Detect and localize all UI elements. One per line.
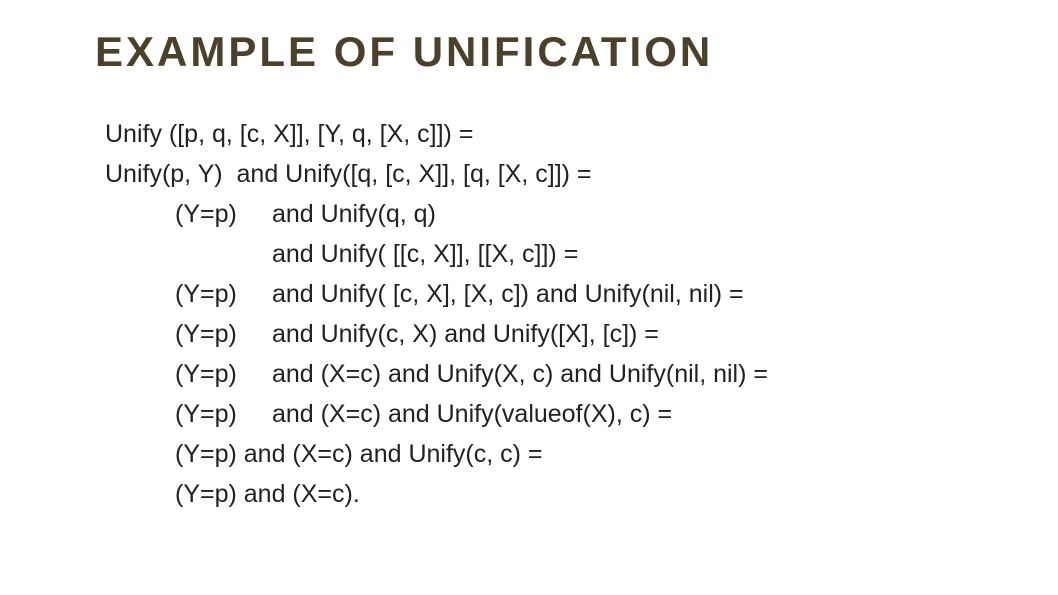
binding-label: (Y=p) bbox=[175, 274, 265, 314]
derivation-line: (Y=p) and Unify( [c, X], [X, c]) and Uni… bbox=[95, 274, 978, 314]
page-title: EXAMPLE OF UNIFICATION bbox=[95, 30, 978, 74]
derivation-text: and Unify( [c, X], [X, c]) and Unify(nil… bbox=[265, 274, 744, 314]
derivation-text: and Unify(c, X) and Unify([X], [c]) = bbox=[265, 314, 659, 354]
derivation-text: Unify(p, Y) and Unify([q, [c, X]], [q, [… bbox=[105, 154, 592, 194]
derivation-line: (Y=p) and (X=c) and Unify(X, c) and Unif… bbox=[95, 354, 978, 394]
derivation-text: and (X=c) and Unify(valueof(X), c) = bbox=[265, 394, 672, 434]
derivation-text: and Unify( [[c, X]], [[X, c]]) = bbox=[265, 234, 578, 274]
derivation-line: (Y=p) and (X=c). bbox=[95, 474, 978, 514]
derivation-line: (Y=p) and (X=c) and Unify(valueof(X), c)… bbox=[95, 394, 978, 434]
unification-derivation: Unify ([p, q, [c, X]], [Y, q, [X, c]]) =… bbox=[95, 114, 978, 514]
binding-label: (Y=p) bbox=[175, 194, 265, 234]
derivation-line: and Unify( [[c, X]], [[X, c]]) = bbox=[95, 234, 978, 274]
derivation-text: (Y=p) and (X=c). bbox=[175, 474, 360, 514]
derivation-text: and (X=c) and Unify(X, c) and Unify(nil,… bbox=[265, 354, 768, 394]
derivation-text: (Y=p) and (X=c) and Unify(c, c) = bbox=[175, 434, 543, 474]
derivation-line: (Y=p) and Unify(q, q) bbox=[95, 194, 978, 234]
slide: EXAMPLE OF UNIFICATION Unify ([p, q, [c,… bbox=[0, 0, 1058, 595]
binding-label: (Y=p) bbox=[175, 314, 265, 354]
derivation-text: and Unify(q, q) bbox=[265, 194, 436, 234]
derivation-line: (Y=p) and Unify(c, X) and Unify([X], [c]… bbox=[95, 314, 978, 354]
binding-label: (Y=p) bbox=[175, 394, 265, 434]
binding-label bbox=[175, 234, 265, 274]
derivation-line: Unify(p, Y) and Unify([q, [c, X]], [q, [… bbox=[95, 154, 978, 194]
binding-label: (Y=p) bbox=[175, 354, 265, 394]
derivation-line: Unify ([p, q, [c, X]], [Y, q, [X, c]]) = bbox=[95, 114, 978, 154]
derivation-line: (Y=p) and (X=c) and Unify(c, c) = bbox=[95, 434, 978, 474]
derivation-text: Unify ([p, q, [c, X]], [Y, q, [X, c]]) = bbox=[105, 114, 473, 154]
